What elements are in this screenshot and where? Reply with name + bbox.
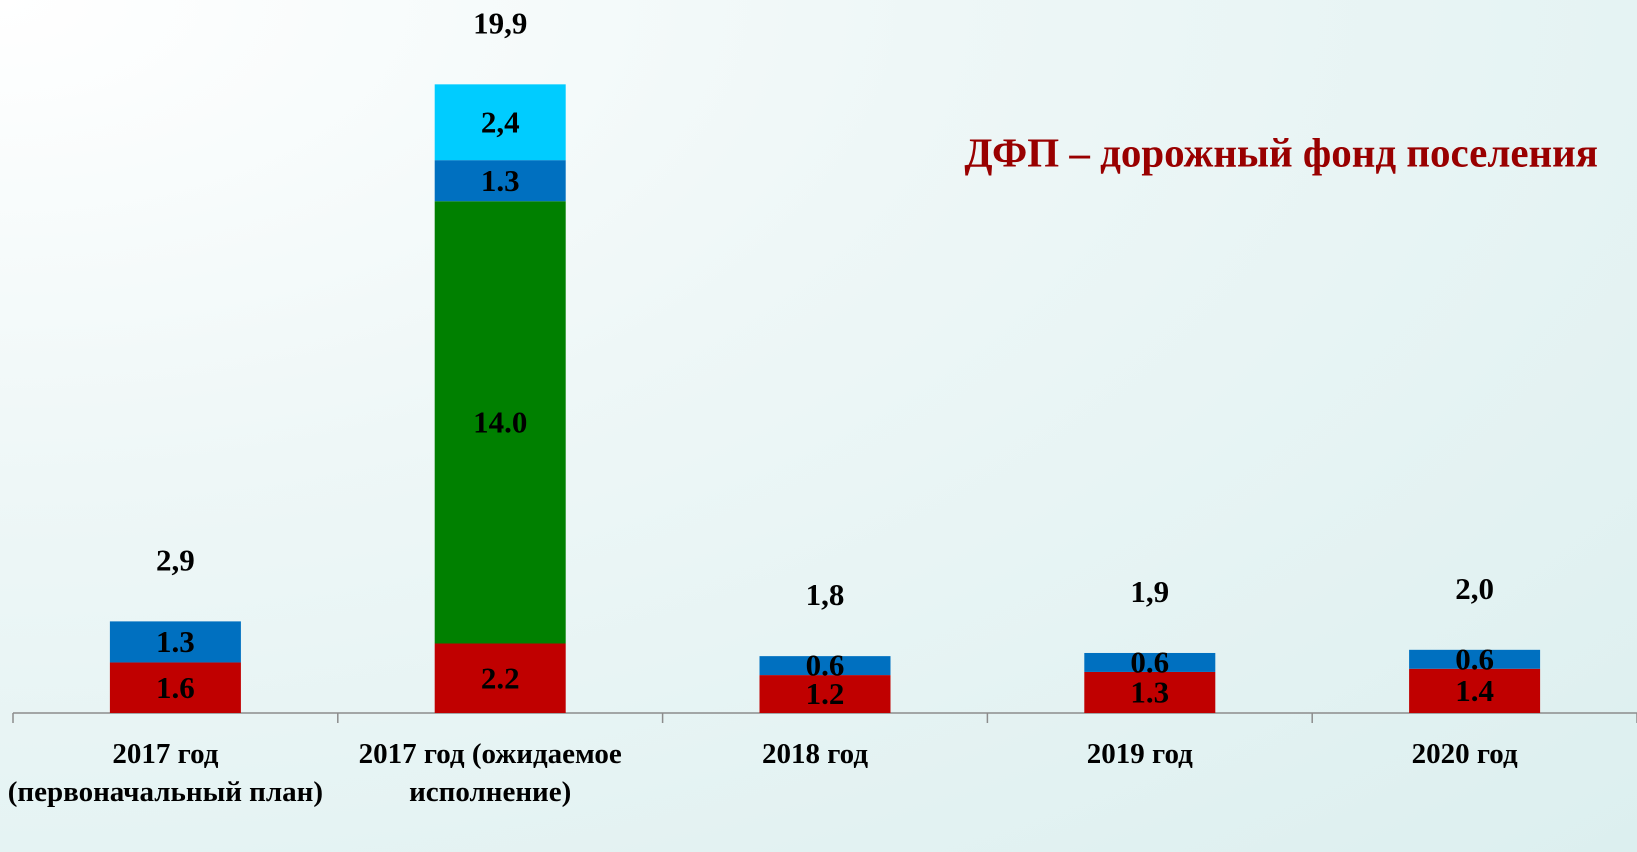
x-tick-label: 2020 год <box>1411 738 1518 770</box>
x-tick-label: 2017 год (ожидаемое исполнение) <box>358 738 622 808</box>
bar-segment <box>1084 652 1216 672</box>
segment-label: 1.3 <box>481 163 520 198</box>
bar-segment <box>434 643 566 713</box>
segment-label: 2,4 <box>481 104 520 139</box>
segment-label: 1.3 <box>1130 675 1169 710</box>
bar-segment <box>434 201 566 644</box>
total-label: 19,9 <box>473 5 527 40</box>
x-tick-label: 2017 год (первоначальный план) <box>7 738 324 808</box>
segment-label: 1.2 <box>806 676 845 711</box>
total-label: 1,9 <box>1130 574 1169 609</box>
segment-label: 1.3 <box>156 624 195 659</box>
bar-segment <box>434 84 566 161</box>
segment-label: 1.6 <box>156 670 195 705</box>
bar-segment <box>759 656 891 676</box>
bar-segment <box>1084 671 1216 713</box>
bar-segment <box>109 662 241 713</box>
bar-segment <box>759 675 891 713</box>
bar-segment <box>434 160 566 202</box>
bar-segment <box>1409 668 1541 713</box>
segment-label: 0.6 <box>1130 645 1169 680</box>
bar-segment <box>1409 649 1541 669</box>
segment-label: 0.6 <box>806 648 845 683</box>
segment-label: 1.4 <box>1455 673 1494 708</box>
chart-title: ДФП – дорожный фонд поселения <box>964 129 1598 175</box>
bar-segment <box>109 621 241 663</box>
total-label: 2,9 <box>156 542 195 577</box>
segment-label: 14.0 <box>473 404 527 439</box>
x-tick-label: 2018 год <box>761 738 869 770</box>
total-label: 2,0 <box>1455 571 1494 606</box>
total-label: 1,8 <box>806 577 845 612</box>
x-tick-label: 2019 год <box>1086 738 1193 770</box>
segment-label: 0.6 <box>1455 641 1494 676</box>
segment-label: 2.2 <box>481 660 520 695</box>
